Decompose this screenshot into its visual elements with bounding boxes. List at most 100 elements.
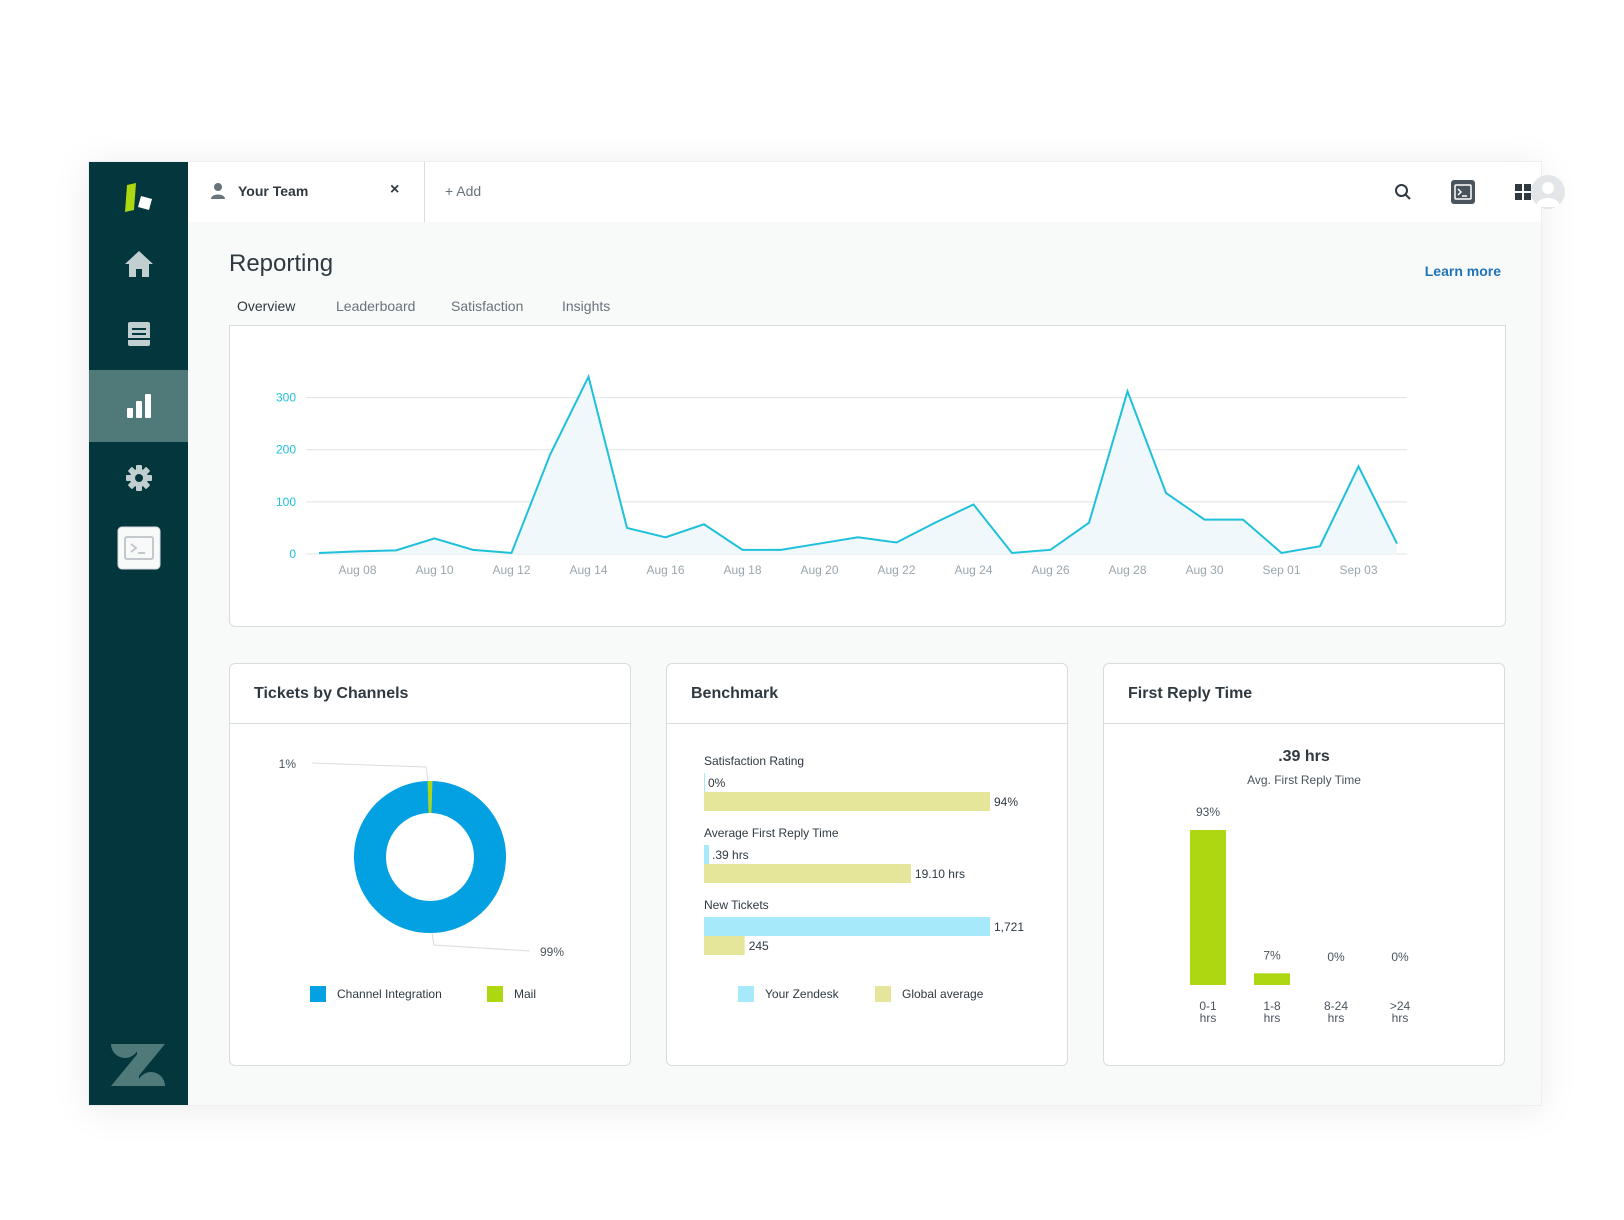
sidebar bbox=[89, 162, 188, 1105]
tab-overview[interactable]: Overview bbox=[237, 298, 296, 314]
y-tick-label: 0 bbox=[289, 547, 296, 561]
add-tab-button[interactable]: + Add bbox=[445, 183, 482, 199]
reporting-icon[interactable] bbox=[89, 370, 188, 442]
tickets-line-chart: 0 100 200 300 Aug 08 Aug 10 Aug 12 Aug 14 Aug 16… bbox=[276, 373, 1407, 577]
tab-leaderboard[interactable]: Leaderboard bbox=[336, 298, 416, 314]
y-tick-label: 100 bbox=[276, 495, 296, 509]
your-zendesk-bar bbox=[704, 773, 705, 792]
x-tick-label: Sep 03 bbox=[1339, 563, 1377, 577]
your-zendesk-value: .39 hrs bbox=[712, 848, 749, 862]
legend-label: Channel Integration bbox=[337, 987, 442, 1001]
reply-time-value: 0% bbox=[1327, 950, 1345, 964]
your-zendesk-bar bbox=[704, 917, 990, 936]
global-average-bar bbox=[704, 864, 911, 883]
app-window: Your Team × + Add bbox=[88, 161, 1565, 1106]
reply-time-category: >24 bbox=[1390, 999, 1411, 1013]
y-tick-label: 300 bbox=[276, 391, 296, 405]
legend-swatch bbox=[310, 986, 326, 1002]
slice-label-channel-integration: 99% bbox=[540, 945, 564, 959]
reply-time-value: 93% bbox=[1196, 805, 1220, 819]
settings-icon[interactable] bbox=[89, 442, 188, 514]
legend-swatch bbox=[487, 986, 503, 1002]
global-average-value: 94% bbox=[994, 795, 1018, 809]
benchmark-group-label: Average First Reply Time bbox=[704, 826, 839, 840]
leader-line bbox=[431, 932, 531, 952]
x-tick-label: Aug 12 bbox=[492, 563, 530, 577]
channels-card: Tickets by Channels 1% 99% Channel Integra… bbox=[229, 663, 631, 1066]
console-icon[interactable] bbox=[1448, 177, 1478, 207]
topbar: Your Team × + Add bbox=[188, 162, 1565, 222]
your-zendesk-value: 0% bbox=[708, 776, 726, 790]
donut-slice-channel-integration bbox=[354, 781, 506, 933]
apps-icon[interactable] bbox=[89, 512, 188, 584]
reply-time-category: hrs bbox=[1200, 1011, 1217, 1025]
benchmark-bar-chart: Satisfaction Rating 0% 94% Average First Re… bbox=[704, 754, 1024, 1002]
user-icon bbox=[210, 182, 226, 205]
reply-time-bar bbox=[1254, 973, 1290, 985]
legend-label: Mail bbox=[514, 987, 536, 1001]
global-average-value: 245 bbox=[749, 939, 769, 953]
legend-label: Global average bbox=[902, 987, 984, 1001]
slice-label-mail: 1% bbox=[279, 757, 297, 771]
zendesk-logo bbox=[109, 1042, 167, 1093]
benchmark-group-label: New Tickets bbox=[704, 898, 769, 912]
search-icon[interactable] bbox=[1388, 177, 1418, 207]
line-area-fill bbox=[319, 376, 1397, 554]
first-reply-card: First Reply Time .39 hrs Avg. First Reply… bbox=[1103, 663, 1505, 1066]
close-tab-icon[interactable]: × bbox=[390, 181, 400, 198]
open-tab[interactable]: Your Team × bbox=[188, 162, 425, 222]
reply-time-category: hrs bbox=[1392, 1011, 1409, 1025]
benchmark-card-header: Benchmark bbox=[667, 664, 1067, 724]
reply-time-category: hrs bbox=[1264, 1011, 1281, 1025]
x-tick-label: Aug 22 bbox=[877, 563, 915, 577]
x-tick-label: Aug 20 bbox=[800, 563, 838, 577]
x-tick-label: Aug 28 bbox=[1108, 563, 1146, 577]
tab-satisfaction[interactable]: Satisfaction bbox=[451, 298, 524, 314]
reply-time-value: 0% bbox=[1391, 950, 1409, 964]
benchmark-card-title: Benchmark bbox=[691, 685, 779, 702]
your-zendesk-bar bbox=[704, 845, 709, 864]
global-average-bar bbox=[704, 792, 990, 811]
reply-time-category: 0-1 bbox=[1199, 999, 1217, 1013]
your-zendesk-value: 1,721 bbox=[994, 920, 1024, 934]
reply-time-bar bbox=[1190, 830, 1226, 985]
tab-insights[interactable]: Insights bbox=[562, 298, 611, 314]
avatar[interactable] bbox=[1531, 175, 1565, 209]
avg-reply-value: .39 hrs bbox=[1278, 748, 1330, 765]
zendesk-product-logo[interactable] bbox=[89, 162, 188, 234]
x-tick-label: Aug 30 bbox=[1185, 563, 1223, 577]
tickets-line-chart-card: 0 100 200 300 Aug 08 Aug 10 Aug 12 Aug 14 Aug 16… bbox=[229, 325, 1506, 627]
x-tick-label: Aug 16 bbox=[646, 563, 684, 577]
legend-swatch bbox=[738, 986, 754, 1002]
x-tick-label: Aug 08 bbox=[338, 563, 376, 577]
learn-more-link[interactable]: Learn more bbox=[1424, 263, 1501, 279]
reply-time-category: 1-8 bbox=[1263, 999, 1281, 1013]
x-tick-label: Sep 01 bbox=[1262, 563, 1300, 577]
legend-swatch bbox=[875, 986, 891, 1002]
leader-line bbox=[311, 762, 429, 782]
channels-donut-chart: 1% 99% Channel Integration Mail bbox=[279, 757, 564, 1002]
reply-time-value: 7% bbox=[1263, 948, 1281, 962]
first-reply-card-header: First Reply Time bbox=[1104, 664, 1504, 724]
y-tick-label: 200 bbox=[276, 443, 296, 457]
channels-card-header: Tickets by Channels bbox=[230, 664, 630, 724]
x-tick-label: Aug 26 bbox=[1031, 563, 1069, 577]
legend-label: Your Zendesk bbox=[765, 987, 840, 1001]
x-tick-label: Aug 24 bbox=[954, 563, 992, 577]
open-tab-title: Your Team bbox=[238, 183, 309, 199]
home-icon[interactable] bbox=[89, 228, 188, 300]
x-tick-label: Aug 10 bbox=[415, 563, 453, 577]
tickets-series-line bbox=[318, 373, 1398, 555]
global-average-bar bbox=[704, 936, 745, 955]
reply-time-category: hrs bbox=[1328, 1011, 1345, 1025]
channels-card-title: Tickets by Channels bbox=[254, 685, 409, 702]
reply-time-category: 8-24 bbox=[1324, 999, 1348, 1013]
first-reply-card-title: First Reply Time bbox=[1128, 685, 1253, 702]
benchmark-group-label: Satisfaction Rating bbox=[704, 754, 804, 768]
benchmark-card: Benchmark Satisfaction Rating 0% 94% Averag… bbox=[666, 663, 1068, 1066]
avg-reply-label: Avg. First Reply Time bbox=[1247, 773, 1361, 787]
product-tray-icon[interactable] bbox=[1508, 177, 1538, 207]
views-icon[interactable] bbox=[89, 298, 188, 370]
page-title: Reporting bbox=[229, 250, 334, 277]
